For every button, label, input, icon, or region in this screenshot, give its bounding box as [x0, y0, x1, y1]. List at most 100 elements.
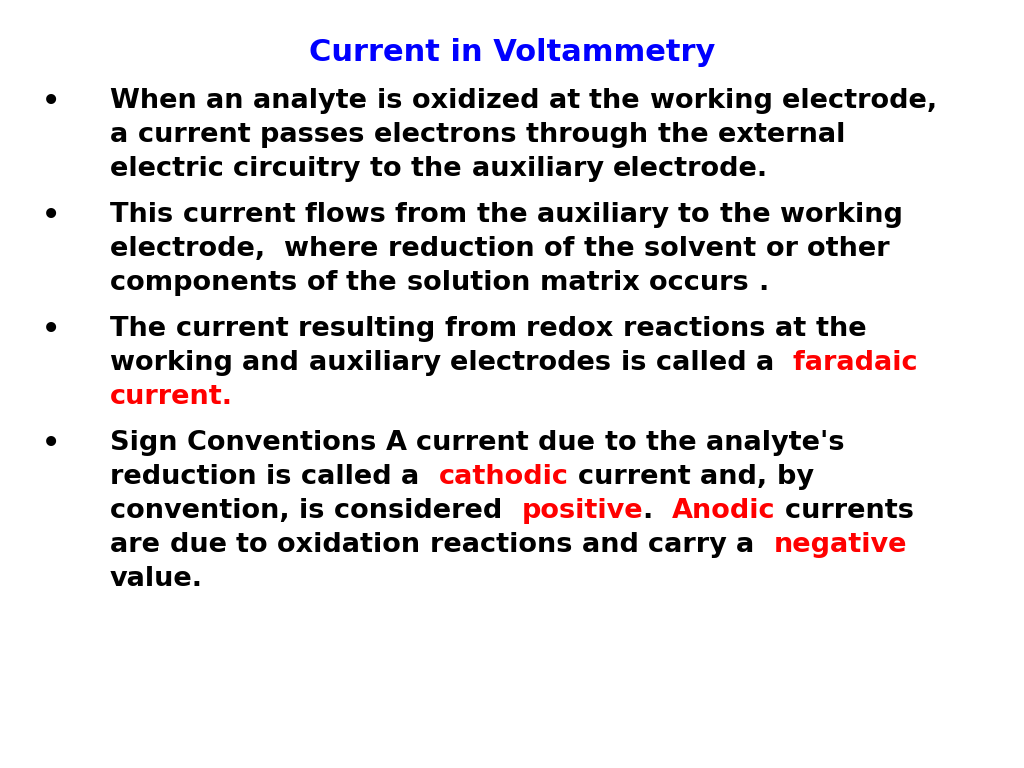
Text: the: the [646, 430, 707, 456]
Text: to: to [236, 532, 278, 558]
Text: reactions: reactions [623, 316, 775, 342]
Text: at: at [549, 88, 590, 114]
Text: working: working [110, 350, 243, 376]
Text: electrode,: electrode, [782, 88, 946, 114]
Text: called: called [301, 464, 401, 490]
Text: the: the [477, 202, 537, 228]
Text: carry: carry [648, 532, 736, 558]
Text: to: to [678, 202, 720, 228]
Text: Current in Voltammetry: Current in Voltammetry [309, 38, 715, 67]
Text: A: A [386, 430, 416, 456]
Text: reactions: reactions [430, 532, 582, 558]
Text: is: is [266, 464, 301, 490]
Text: matrix: matrix [540, 270, 649, 296]
Text: convention,: convention, [110, 498, 299, 524]
Text: external: external [718, 122, 854, 148]
Text: to: to [371, 156, 412, 182]
Text: where: where [284, 236, 388, 262]
Text: due: due [170, 532, 236, 558]
Text: of: of [306, 270, 346, 296]
Text: resulting: resulting [298, 316, 444, 342]
Text: is: is [299, 498, 334, 524]
Text: a: a [401, 464, 429, 490]
Text: flows: flows [305, 202, 395, 228]
Text: The: The [110, 316, 176, 342]
Text: other: other [807, 236, 899, 262]
Text: or: or [766, 236, 807, 262]
Text: the: the [720, 202, 779, 228]
Text: auxiliary: auxiliary [537, 202, 678, 228]
Text: at: at [775, 316, 816, 342]
Text: working: working [649, 88, 782, 114]
Text: working: working [779, 202, 912, 228]
Text: the: the [816, 316, 876, 342]
Text: is: is [621, 350, 655, 376]
Text: the: the [412, 156, 471, 182]
Text: and: and [582, 532, 648, 558]
Text: Anodic: Anodic [672, 498, 776, 524]
Text: •: • [42, 316, 60, 344]
Text: the: the [346, 270, 407, 296]
Text: analyte's: analyte's [707, 430, 854, 456]
Text: is: is [377, 88, 412, 114]
Text: to: to [605, 430, 646, 456]
Text: occurs: occurs [649, 270, 758, 296]
Text: .: . [758, 270, 768, 296]
Text: due: due [539, 430, 605, 456]
Text: auxiliary: auxiliary [471, 156, 613, 182]
Text: and: and [243, 350, 309, 376]
Text: passes: passes [260, 122, 374, 148]
Text: When: When [110, 88, 206, 114]
Text: oxidized: oxidized [412, 88, 549, 114]
Text: currents: currents [785, 498, 924, 524]
Text: solution: solution [407, 270, 540, 296]
Text: current: current [182, 202, 305, 228]
Text: •: • [42, 202, 60, 230]
Text: Conventions: Conventions [187, 430, 386, 456]
Text: This: This [110, 202, 182, 228]
Text: a: a [756, 350, 783, 376]
Text: the: the [584, 236, 644, 262]
Text: electrode.: electrode. [613, 156, 768, 182]
Text: and,: and, [700, 464, 777, 490]
Text: positive: positive [521, 498, 643, 524]
Text: reduction: reduction [388, 236, 544, 262]
Text: oxidation: oxidation [278, 532, 430, 558]
Text: an: an [206, 88, 253, 114]
Text: from: from [444, 316, 526, 342]
Text: cathodic: cathodic [438, 464, 568, 490]
Text: Sign: Sign [110, 430, 187, 456]
Text: redox: redox [526, 316, 623, 342]
Text: •: • [42, 430, 60, 458]
Text: auxiliary: auxiliary [309, 350, 451, 376]
Text: value.: value. [110, 566, 203, 592]
Text: circuitry: circuitry [233, 156, 371, 182]
Text: solvent: solvent [644, 236, 766, 262]
Text: a: a [110, 122, 138, 148]
Text: current: current [578, 464, 700, 490]
Text: analyte: analyte [253, 88, 377, 114]
Text: •: • [42, 88, 60, 116]
Text: a: a [736, 532, 764, 558]
Text: the: the [657, 122, 718, 148]
Text: electrode,: electrode, [110, 236, 274, 262]
Text: the: the [590, 88, 649, 114]
Text: by: by [777, 464, 823, 490]
Text: electric: electric [110, 156, 233, 182]
Text: current: current [416, 430, 539, 456]
Text: electrodes: electrodes [451, 350, 621, 376]
Text: current.: current. [110, 384, 233, 410]
Text: negative: negative [773, 532, 907, 558]
Text: considered: considered [334, 498, 512, 524]
Text: of: of [544, 236, 584, 262]
Text: are: are [110, 532, 170, 558]
Text: through: through [526, 122, 657, 148]
Text: components: components [110, 270, 306, 296]
Text: from: from [395, 202, 477, 228]
Text: .: . [643, 498, 663, 524]
Text: current: current [176, 316, 298, 342]
Text: reduction: reduction [110, 464, 266, 490]
Text: called: called [655, 350, 756, 376]
Text: electrons: electrons [374, 122, 526, 148]
Text: faradaic: faradaic [793, 350, 927, 376]
